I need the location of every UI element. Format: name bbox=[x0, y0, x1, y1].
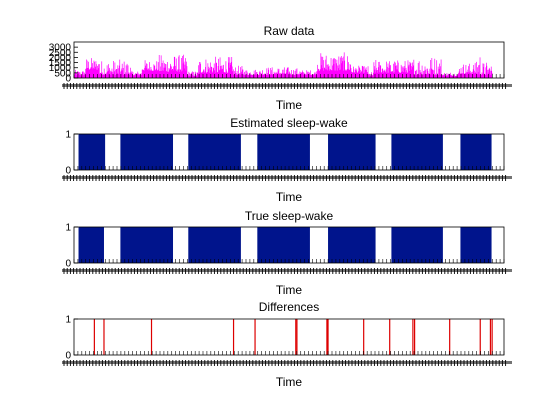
y-tick-label: 2000 bbox=[49, 53, 72, 64]
y-tick-label: 1 bbox=[65, 315, 71, 326]
wake-interval bbox=[309, 227, 329, 263]
wake-interval bbox=[491, 227, 504, 263]
wake-interval bbox=[442, 134, 461, 170]
sleep-fill bbox=[74, 134, 504, 170]
y-tick-label: 500 bbox=[54, 68, 71, 79]
x-tick-labels-band bbox=[62, 84, 512, 87]
panel-estimated-sleep-wake: Estimated sleep-wake 01 Time bbox=[62, 116, 512, 204]
x-tick-labels-band bbox=[62, 176, 512, 179]
raw-data-title: Raw data bbox=[264, 24, 315, 38]
wake-interval bbox=[74, 134, 79, 170]
wake-interval bbox=[375, 227, 392, 263]
y-tick-label: 0 bbox=[65, 166, 71, 177]
y-tick-label: 1500 bbox=[49, 58, 72, 69]
wake-interval bbox=[375, 134, 392, 170]
differences-plot bbox=[93, 319, 493, 355]
true-sleep-wake-yticks: 01 bbox=[65, 223, 78, 270]
wake-interval bbox=[173, 227, 189, 263]
estimated-sleep-wake-plot bbox=[74, 134, 504, 170]
y-tick-label: 1000 bbox=[49, 63, 72, 74]
estimated-sleep-wake-xlabel: Time bbox=[276, 190, 303, 204]
y-tick-label: 1 bbox=[65, 130, 71, 141]
differences-xticks bbox=[62, 351, 512, 366]
wake-interval bbox=[74, 227, 79, 263]
wake-interval bbox=[103, 227, 121, 263]
wake-interval bbox=[240, 134, 258, 170]
estimated-sleep-wake-xticks bbox=[62, 166, 512, 181]
y-tick-label: 1 bbox=[65, 223, 71, 234]
x-tick-labels-band bbox=[62, 269, 512, 272]
true-sleep-wake-xticks bbox=[62, 259, 512, 274]
true-sleep-wake-title: True sleep-wake bbox=[245, 209, 334, 223]
raw-data-xlabel: Time bbox=[276, 98, 303, 112]
y-tick-label: 0 bbox=[65, 259, 71, 270]
panel-true-sleep-wake: True sleep-wake 01 Time bbox=[62, 209, 512, 297]
y-tick-label: 0 bbox=[65, 74, 71, 85]
estimated-sleep-wake-title: Estimated sleep-wake bbox=[230, 116, 348, 130]
y-tick-label: 0 bbox=[65, 351, 71, 362]
wake-interval bbox=[173, 134, 189, 170]
wake-interval bbox=[240, 227, 258, 263]
raw-data-xticks bbox=[62, 74, 512, 89]
wake-interval bbox=[309, 134, 329, 170]
differences-yticks: 01 bbox=[65, 315, 78, 362]
estimated-sleep-wake-yticks: 01 bbox=[65, 130, 78, 177]
wake-interval bbox=[491, 134, 504, 170]
differences-title: Differences bbox=[259, 300, 319, 314]
true-sleep-wake-plot bbox=[74, 227, 504, 263]
differences-xlabel: Time bbox=[276, 375, 303, 389]
wake-interval bbox=[442, 227, 461, 263]
panel-differences: Differences 01 Time bbox=[62, 300, 512, 389]
y-tick-label: 2500 bbox=[49, 48, 72, 59]
x-tick-labels-band bbox=[62, 361, 512, 364]
true-sleep-wake-xlabel: Time bbox=[276, 283, 303, 297]
sleep-fill bbox=[74, 227, 504, 263]
y-tick-label: 3000 bbox=[49, 43, 72, 54]
wake-interval bbox=[105, 134, 121, 170]
